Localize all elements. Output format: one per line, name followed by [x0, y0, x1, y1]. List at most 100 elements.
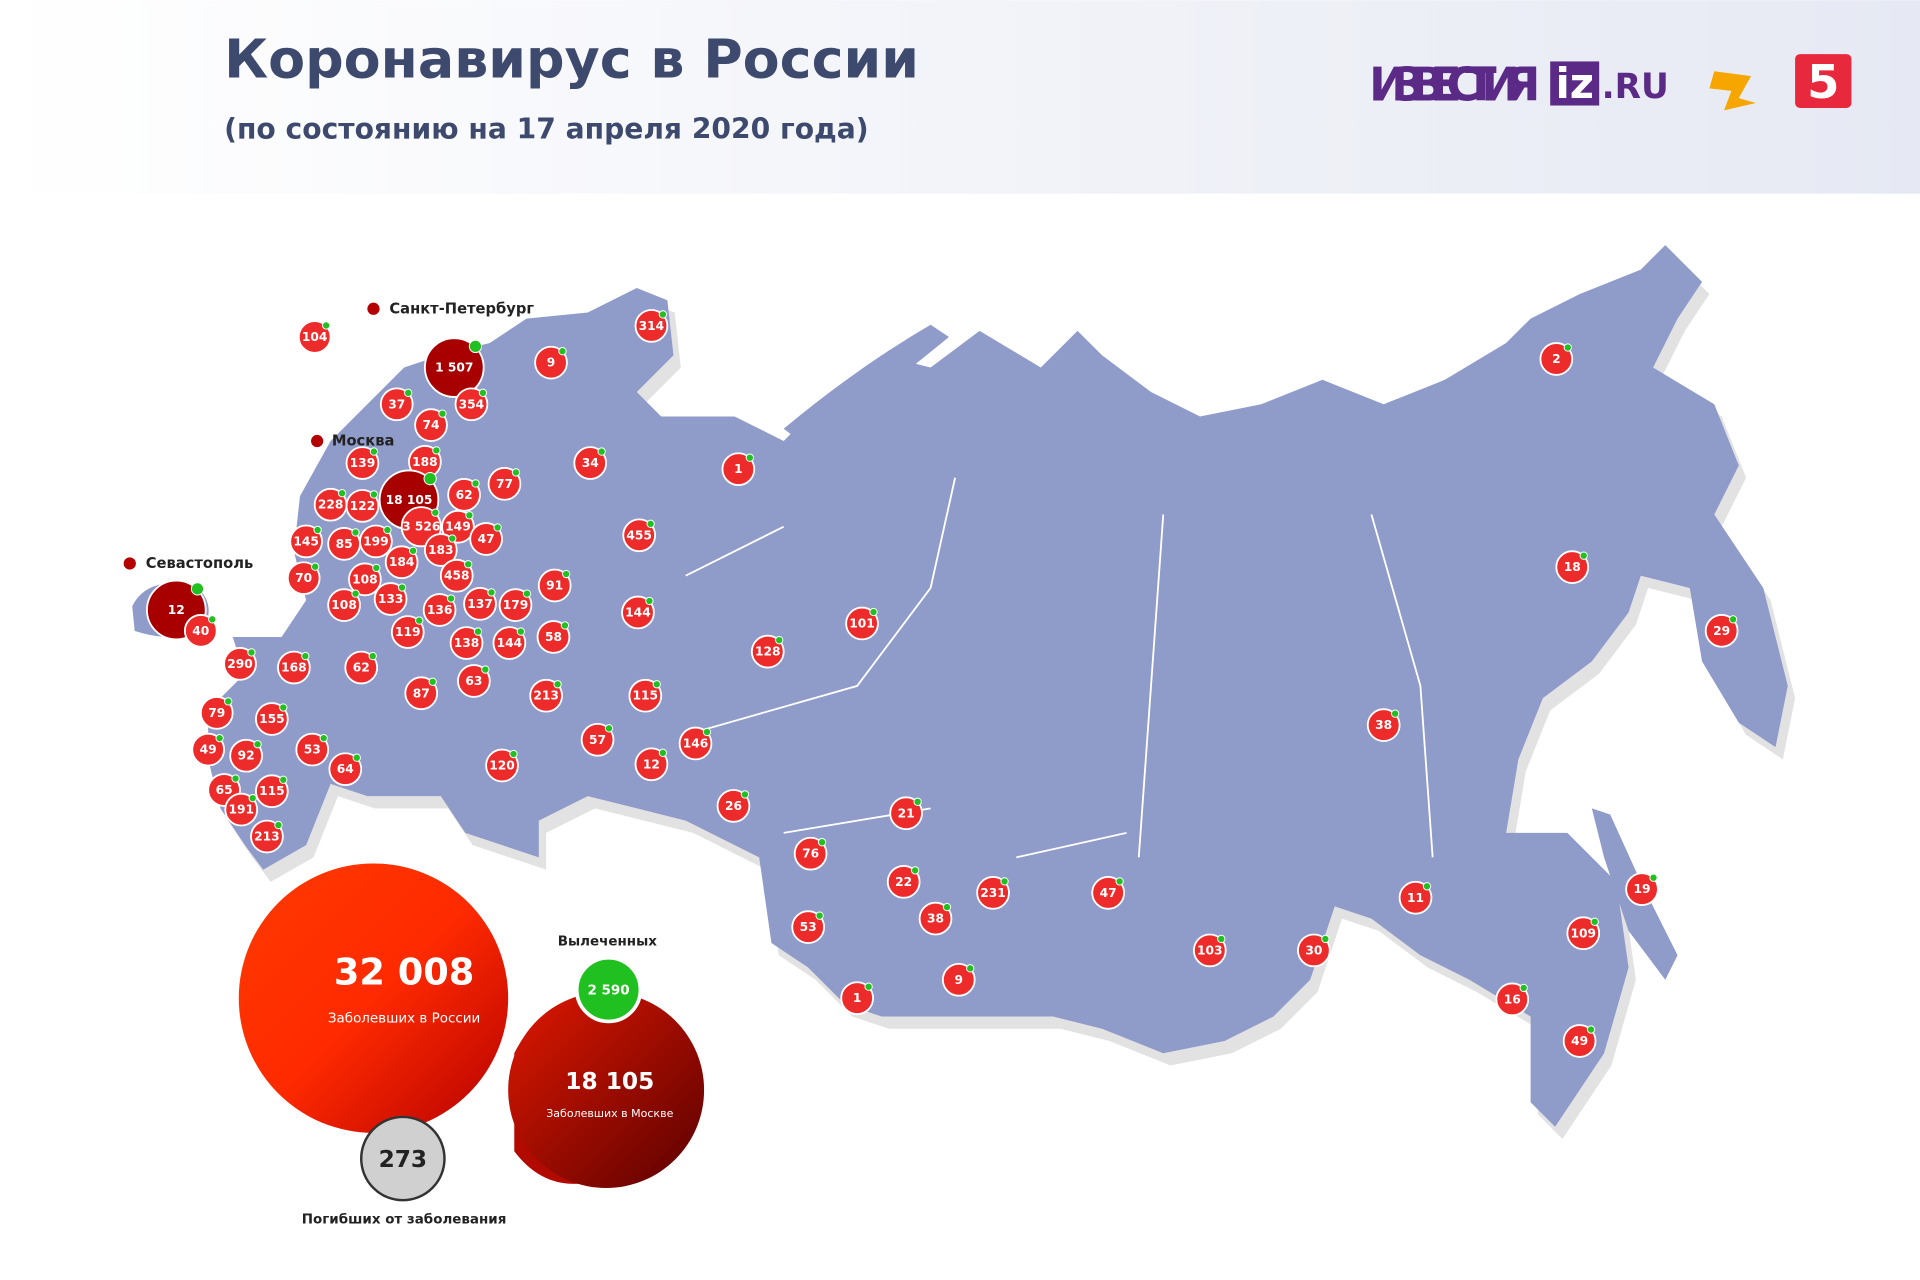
marker-circle [289, 524, 323, 559]
marker-circle [1625, 872, 1659, 907]
marker-circle [1704, 613, 1739, 648]
recovered-dot [319, 733, 328, 743]
city-label: Санкт-Петербург [389, 300, 534, 317]
marker-label: 37 [388, 397, 405, 411]
marker-label: 115 [633, 689, 659, 703]
marker-label: 138 [454, 636, 480, 650]
recovered-dot [1590, 917, 1599, 926]
recovered-bubble [574, 955, 643, 1024]
marker-label: 146 [683, 736, 709, 750]
marker-circle [1555, 550, 1590, 584]
recovered-dot [1390, 709, 1400, 718]
logo-izvestia: ИЗВЕСТИЯ [1369, 58, 1540, 112]
marker-circle [404, 676, 439, 711]
recovered-dot [1422, 882, 1432, 891]
marker-label: 26 [725, 799, 742, 813]
marker-label: 3 526 [402, 520, 440, 534]
recovered-dot [383, 525, 392, 535]
marker-circle [384, 545, 419, 580]
marker-circle [359, 524, 393, 559]
marker-label: 12 [643, 757, 660, 771]
marker-label: 62 [353, 661, 370, 675]
recovered-dot [942, 902, 952, 912]
marker-circle [845, 606, 879, 641]
marker-label: 18 105 [386, 493, 433, 507]
recovered-dot [279, 775, 288, 784]
marker-circle [422, 593, 457, 627]
marker-label: 109 [1570, 926, 1596, 940]
marker-circle [348, 562, 382, 597]
recovered-dot [253, 740, 262, 749]
marker-label: 179 [503, 598, 529, 612]
marker-label: 64 [337, 762, 354, 776]
marker-label: 40 [192, 624, 209, 638]
marker-circle [1192, 933, 1227, 968]
recovered-dot [478, 388, 488, 397]
recovered-dot [408, 546, 418, 555]
recovered-value: 2 590 [588, 983, 630, 998]
marker-circle [536, 620, 571, 654]
recovered-dot [493, 523, 502, 532]
marker-label: 30 [1305, 943, 1322, 957]
marker-label: 19 [1634, 882, 1651, 896]
marker-circle [297, 320, 332, 354]
recovered-dot [468, 339, 483, 354]
summary: 32 008 Заболевших в России 18 105 Заболе… [238, 863, 705, 1227]
marker-circle [423, 533, 458, 567]
marker-circle [628, 678, 663, 713]
recovered-dot [231, 774, 240, 783]
marker-circle [573, 446, 608, 480]
marker-circle [534, 345, 568, 380]
recovered-dot [224, 697, 233, 706]
marker-circle [328, 752, 363, 787]
deaths-value: 273 [379, 1146, 428, 1173]
recovered-dot [351, 589, 360, 598]
recovered-dot [815, 911, 824, 920]
marker-label: 139 [350, 456, 376, 470]
marker-circle [1398, 880, 1433, 915]
marker-circle [199, 696, 234, 730]
recovered-dot [1586, 1025, 1596, 1034]
marker-circle [622, 518, 657, 553]
marker-label: 354 [459, 397, 485, 411]
recovered-dot [274, 820, 283, 830]
marker-circle [750, 634, 785, 669]
header-bg [0, 0, 1920, 194]
marker-label: 9 [955, 973, 964, 987]
marker-circle [791, 910, 825, 944]
recovered-dot [337, 489, 347, 498]
recovered-dot [646, 519, 655, 529]
recovered-dot [775, 636, 784, 645]
marker-circle [390, 615, 425, 649]
marker-label: 57 [589, 733, 606, 747]
recovered-dot [511, 468, 521, 477]
marker-circle [1297, 933, 1331, 968]
recovered-dot [279, 703, 288, 712]
recovered-dot [248, 793, 257, 803]
marker-label: 115 [259, 784, 285, 798]
marker-circle [487, 467, 522, 501]
marker-circle [286, 561, 321, 595]
marker-label: 122 [350, 499, 376, 513]
marker-circle [295, 732, 330, 767]
recovered-dot [448, 534, 457, 543]
city-labels: Санкт-Петербург Москва Севастополь [123, 300, 534, 572]
recovered-dot [1519, 983, 1528, 993]
marker-label: 458 [444, 569, 470, 583]
marker-circle [441, 509, 475, 544]
marker-circle [379, 387, 414, 422]
marker-label: 29 [1713, 624, 1730, 638]
recovered-dot [369, 490, 379, 499]
marker-label: 213 [254, 830, 280, 844]
marker-label: 228 [318, 498, 344, 512]
moscow-value: 18 105 [565, 1068, 654, 1095]
marker-label: 145 [293, 534, 319, 548]
recovered-dot [301, 651, 310, 661]
recovered-dot [509, 749, 518, 759]
marker-label: 290 [227, 657, 253, 671]
marker-circle [327, 588, 361, 622]
total-value: 32 008 [334, 951, 475, 994]
novaya-zemlya [783, 324, 949, 448]
recovered-dot [428, 677, 437, 686]
